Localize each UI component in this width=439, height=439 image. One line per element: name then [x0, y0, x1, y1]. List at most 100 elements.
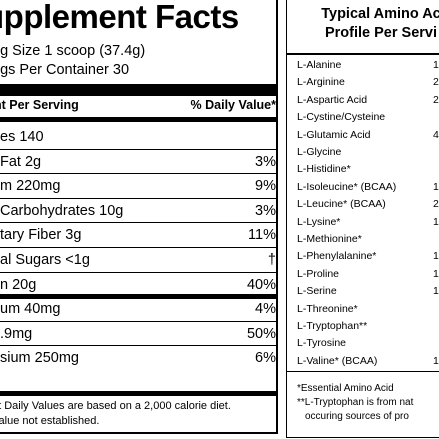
amino-acid-name: L-Phenylalanine* [297, 250, 377, 263]
supplement-facts-panel: upplement Facts ng Size 1 scoop (37.4g) … [0, 0, 278, 434]
amino-acid-row: L-Cystine/Cysteine [287, 109, 439, 126]
row-separator-rule [0, 173, 276, 175]
amino-acid-row: L-Serine 1 [287, 283, 439, 300]
amino-acid-name: L-Tyrosine [297, 337, 347, 350]
amino-profile-title-line-1: Typical Amino Ac [321, 6, 439, 22]
amino-acid-row: L-Methionine* [287, 231, 439, 248]
amino-acid-name: L-Threonine* [297, 302, 358, 315]
row-separator-rule [0, 320, 276, 322]
daily-value-footnote: nt Daily Values are based on a 2,000 cal… [0, 400, 231, 412]
nutrient-daily-value: 40% [246, 276, 276, 293]
nutrient-row: Carbohydrates 10g 3% [0, 199, 276, 223]
amino-acid-row: L-Phenylalanine* 1 [287, 248, 439, 265]
amino-acid-name: L-Valine* (BCAA) [297, 354, 378, 367]
amino-acid-row: L-Tryptophan** [287, 318, 439, 335]
amino-acid-row: L-Arginine 2 [287, 74, 439, 91]
amino-acid-row: L-Valine* (BCAA) 1 [287, 353, 439, 370]
nutrient-daily-value: 9% [255, 178, 276, 195]
serving-info: ng Size 1 scoop (37.4g) ngs Per Containe… [0, 42, 145, 80]
nutrient-name: es 140 [0, 129, 44, 145]
row-separator-rule [0, 345, 276, 347]
not-established-footnote: Value not established. [0, 415, 100, 427]
thick-rule-top [0, 84, 276, 96]
nutrient-row: m 220mg 9% [0, 174, 276, 198]
nutrient-row: .9mg 50% [0, 322, 276, 346]
amino-acid-amount: 1 [433, 267, 439, 280]
amino-acid-name: L-Isoleucine* (BCAA) [297, 180, 397, 193]
medium-rule [0, 117, 276, 122]
nutrient-daily-value: 6% [255, 350, 276, 367]
amino-acid-amount: 2 [433, 76, 439, 89]
nutrient-row: tary Fiber 3g 11% [0, 223, 276, 247]
amino-acid-name: L-Lysine* [297, 215, 341, 228]
nutrient-name: al Sugars <1g [0, 252, 90, 268]
amino-acid-amount: 1 [433, 59, 439, 71]
amount-per-serving-header: nt Per Serving % Daily Value* [0, 98, 276, 116]
thick-separator-rule [0, 294, 276, 300]
nutrient-name: Fat 2g [0, 153, 42, 170]
amino-title-rule [287, 53, 439, 55]
nutrient-daily-value: 4% [255, 301, 276, 318]
amino-acid-name: L-Glycine [297, 146, 342, 158]
amino-acid-name: L-Histidine* [297, 163, 351, 176]
amino-acid-row: L-Glutamic Acid 4 [287, 127, 439, 144]
amino-acid-row: L-Glycine [287, 144, 439, 161]
amino-acid-name: L-Methionine* [297, 233, 362, 245]
amino-acid-profile-panel: Typical Amino Ac Profile Per Servi L-Ala… [286, 0, 439, 438]
thick-rule-bottom [0, 391, 276, 396]
amino-acid-name: L-Alanine [297, 59, 342, 71]
row-separator-rule [0, 247, 276, 248]
nutrient-daily-value: † [267, 252, 276, 268]
amino-acid-name: L-Arginine [297, 76, 345, 89]
amino-acid-row: L-Threonine* [287, 301, 439, 318]
nutrient-daily-value: 3% [255, 153, 276, 170]
servings-per-container: ngs Per Container 30 [0, 62, 130, 78]
serving-size: ng Size 1 scoop (37.4g) [0, 43, 146, 59]
nutrient-daily-value: 50% [246, 325, 276, 342]
amino-acid-row: L-Aspartic Acid 2 [287, 92, 439, 109]
amino-acid-amount: 2 [433, 93, 439, 106]
nutrient-name: n 20g [0, 276, 37, 293]
nutrient-daily-value: 11% [248, 227, 276, 244]
tryptophan-footnote-cont: occuring sources of pro [305, 411, 409, 422]
tryptophan-footnote: **L-Tryptophan is from nat [297, 397, 414, 408]
amino-acid-name: L-Tryptophan** [297, 320, 368, 332]
amino-acid-amount: 4 [433, 128, 439, 141]
amino-bottom-rule [287, 371, 439, 372]
amino-profile-title: Typical Amino Ac Profile Per Servi [287, 5, 439, 43]
nutrient-name: sium 250mg [0, 350, 79, 367]
amino-acid-row: L-Isoleucine* (BCAA) 1 [287, 179, 439, 196]
amino-acid-amount: 1 [433, 215, 439, 228]
nutrient-name: um 40mg [0, 301, 61, 318]
daily-value-label: % Daily Value* [190, 98, 276, 112]
amino-acid-name: L-Proline [297, 267, 340, 280]
nutrient-row: Fat 2g 3% [0, 150, 276, 174]
amino-acid-amount: 1 [433, 180, 439, 193]
amino-acid-amount: 1 [433, 250, 439, 263]
amino-acid-row: L-Alanine 1 [287, 57, 439, 74]
amino-profile-title-line-2: Profile Per Servi [324, 25, 438, 41]
nutrient-name: Carbohydrates 10g [0, 202, 124, 219]
nutrient-row: n 20g 40% [0, 273, 276, 297]
amino-acid-name: L-Leucine* (BCAA) [297, 198, 386, 211]
amino-acid-name: L-Glutamic Acid [297, 128, 371, 141]
amino-acid-amount: 2 [433, 198, 439, 211]
amino-acid-row: L-Tyrosine [287, 335, 439, 352]
amino-acid-row: L-Histidine* [287, 161, 439, 178]
amino-acid-name: L-Aspartic Acid [297, 93, 368, 106]
row-separator-rule [0, 148, 276, 150]
amount-per-serving-label: nt Per Serving [0, 98, 79, 112]
supplement-facts-title: upplement Facts [0, 0, 239, 35]
amino-acid-name: L-Cystine/Cysteine [297, 111, 386, 124]
nutrient-name: tary Fiber 3g [0, 227, 82, 244]
nutrient-row: al Sugars <1g † [0, 248, 276, 272]
row-separator-rule [0, 271, 276, 273]
nutrient-row: um 40mg 4% [0, 297, 276, 321]
nutrient-row: sium 250mg 6% [0, 346, 276, 370]
amino-acid-name: L-Serine [297, 285, 337, 298]
row-separator-rule [0, 197, 276, 199]
amino-acid-amount: 1 [433, 354, 439, 367]
amino-acid-row: L-Proline 1 [287, 266, 439, 283]
nutrient-name: m 220mg [0, 178, 61, 195]
nutrient-row: es 140 [0, 125, 276, 149]
